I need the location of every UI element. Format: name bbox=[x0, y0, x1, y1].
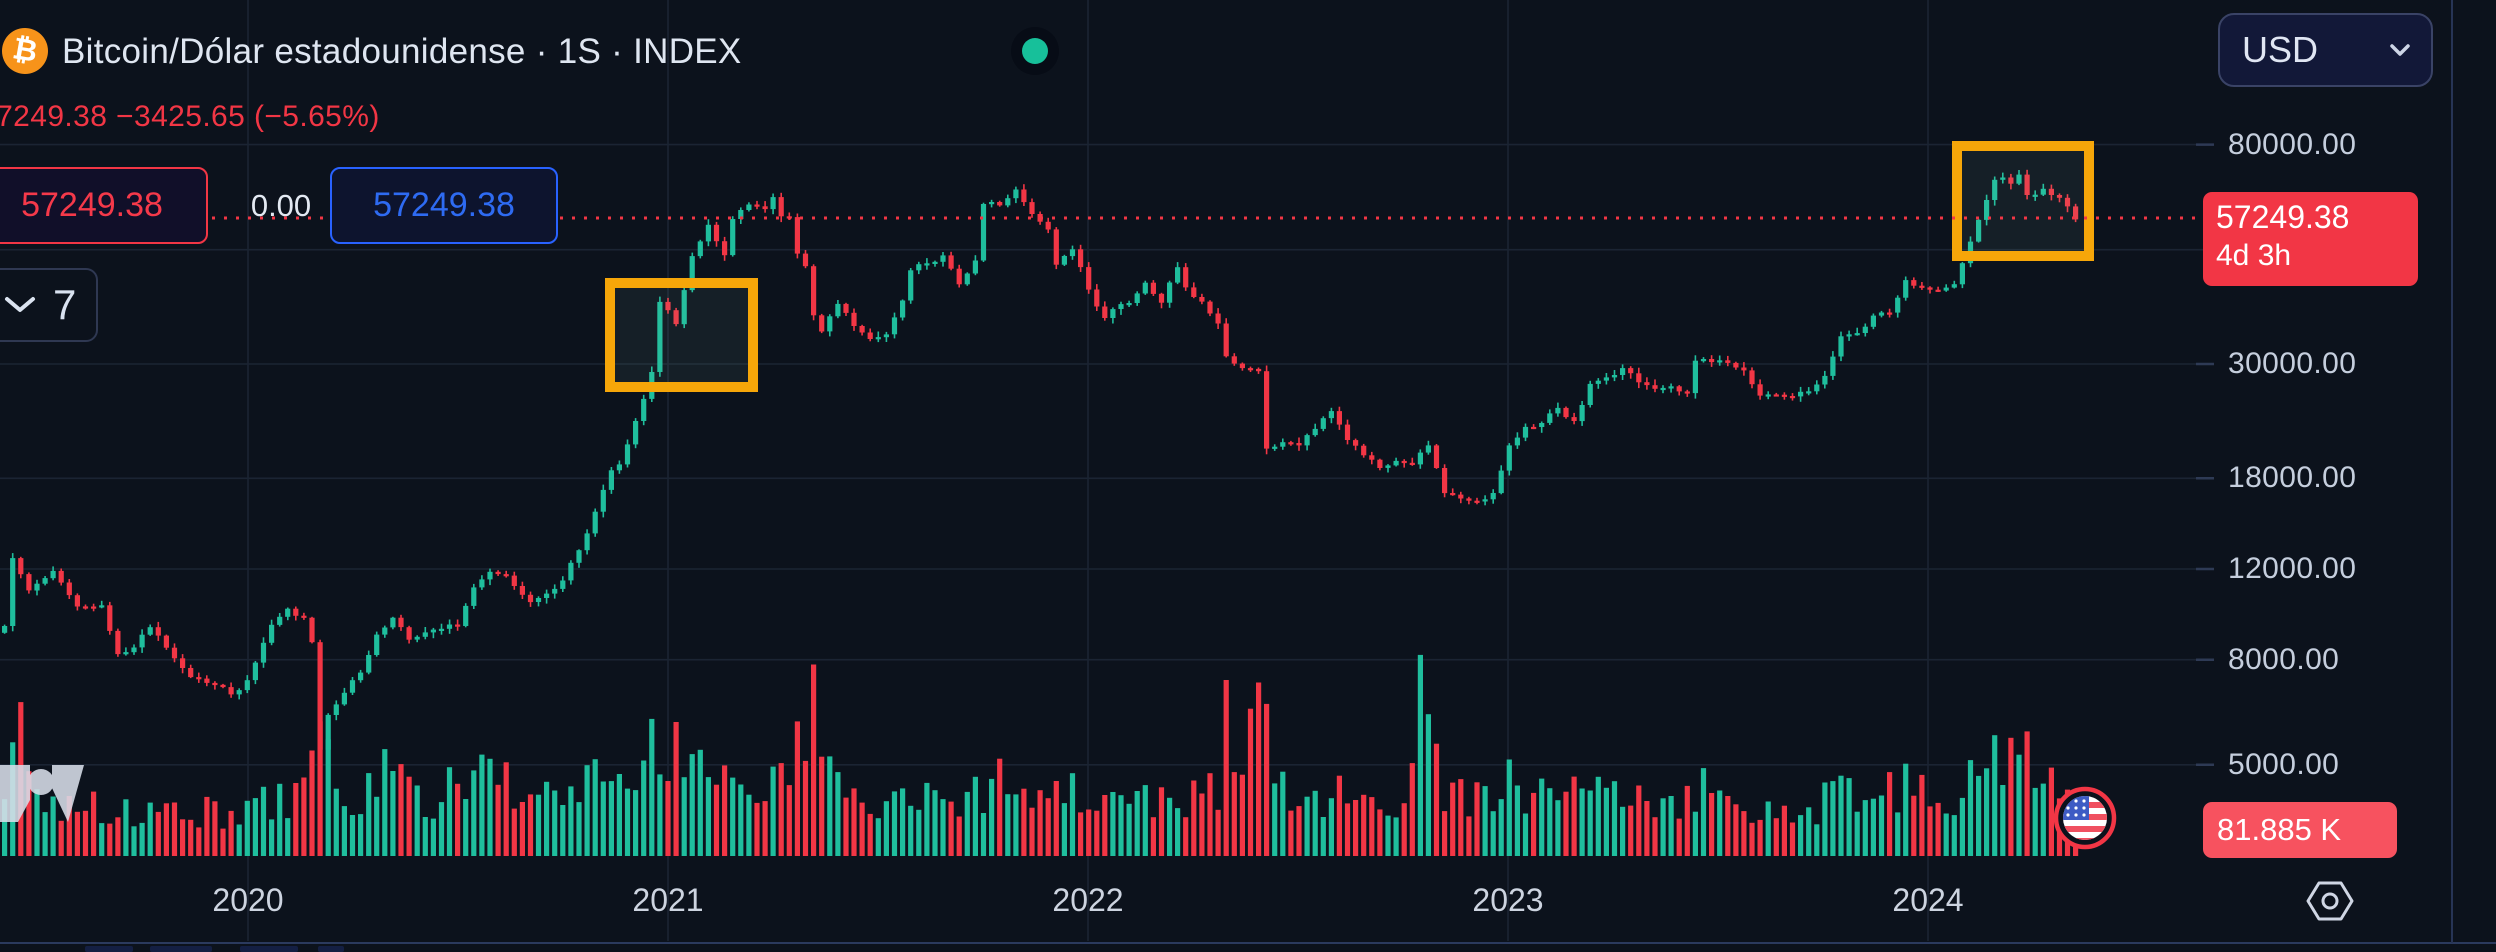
time-axis-label: 2020 bbox=[212, 882, 284, 918]
volume-value-badge: 81.885 K bbox=[2203, 802, 2397, 858]
price-axis-label: 30000.00 bbox=[2228, 347, 2357, 380]
price-axis-label: 18000.00 bbox=[2228, 461, 2357, 495]
current-price-value: 57249.38 bbox=[2216, 199, 2350, 235]
price-axis-ticks bbox=[2196, 143, 2214, 767]
sell-price-button[interactable]: 57249.38 bbox=[0, 167, 208, 244]
price-change-readout: 57249.38 −3425.65 (−5.65%) bbox=[0, 100, 380, 133]
cutoff-text-fragment bbox=[85, 946, 133, 952]
time-axis-label: 2024 bbox=[1892, 882, 1964, 918]
settings-gear-icon[interactable] bbox=[2306, 881, 2354, 921]
price-axis-label: 5000.00 bbox=[2228, 747, 2340, 781]
current-price-badge: 57249.38 4d 3h bbox=[2203, 192, 2418, 286]
candlestick-layer bbox=[2, 169, 2079, 755]
buy-price-button[interactable]: 57249.38 bbox=[330, 167, 558, 244]
bars-pattern-count: 7 bbox=[53, 281, 77, 328]
currency-dropdown[interactable]: USD bbox=[2218, 13, 2433, 87]
price-axis-label: 12000.00 bbox=[2228, 551, 2357, 585]
tradingview-logo-watermark bbox=[0, 765, 84, 822]
cutoff-text-fragment bbox=[150, 946, 212, 952]
chevron-down-icon bbox=[5, 297, 35, 312]
orange-box-annotations[interactable] bbox=[605, 141, 2094, 392]
currency-label: USD bbox=[2242, 29, 2319, 70]
market-status-button[interactable] bbox=[1011, 27, 1059, 75]
volume-bars-layer bbox=[2, 654, 2079, 856]
symbol-title[interactable]: Bitcoin/Dólar estadounidense · 1S · INDE… bbox=[62, 32, 742, 71]
time-axis-label: 2021 bbox=[632, 882, 704, 918]
market-open-dot-icon bbox=[1022, 38, 1048, 64]
cutoff-text-fragment bbox=[240, 946, 298, 952]
time-axis-label: 2022 bbox=[1052, 882, 1124, 918]
price-axis-label: 80000.00 bbox=[2228, 127, 2357, 161]
bars-pattern-dropdown[interactable]: 7 bbox=[0, 268, 98, 342]
bar-close-countdown: 4d 3h bbox=[2216, 239, 2292, 272]
spread-value: 0.00 bbox=[250, 187, 312, 223]
country-flag-icon[interactable] bbox=[2053, 786, 2117, 850]
chevron-down-icon bbox=[2390, 44, 2410, 56]
right-pane-border bbox=[2451, 0, 2453, 943]
time-axis-label: 2023 bbox=[1472, 882, 1544, 918]
price-axis-label: 8000.00 bbox=[2228, 642, 2340, 676]
cutoff-text-fragment bbox=[318, 946, 344, 952]
bottom-axis-border bbox=[0, 942, 2496, 944]
